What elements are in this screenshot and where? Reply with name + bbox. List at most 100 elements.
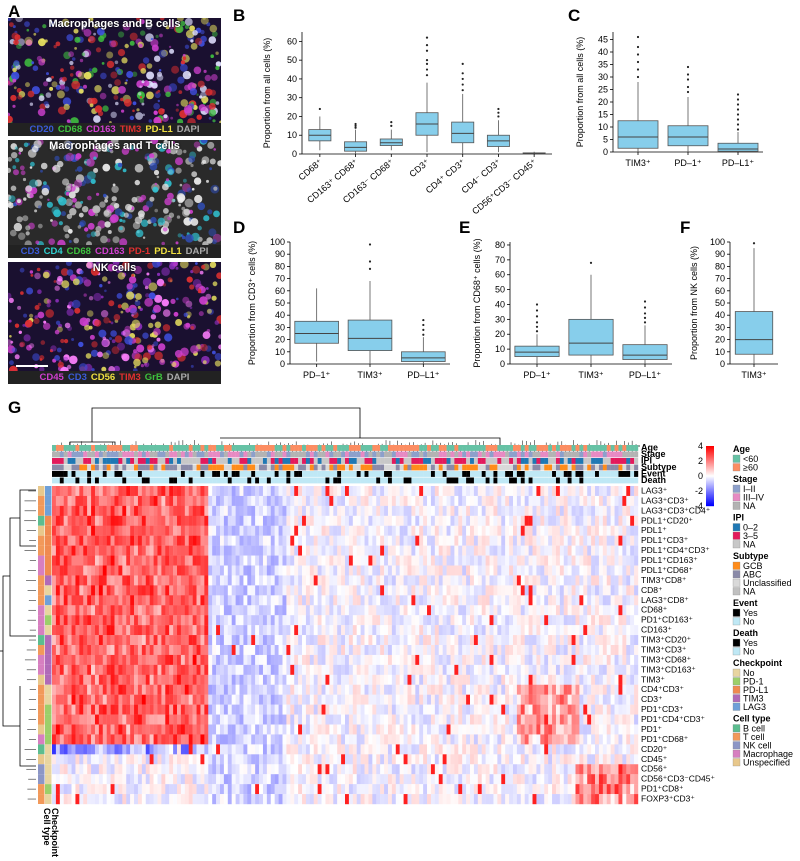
- heatmap-cell: [75, 535, 80, 546]
- heatmap-cell: [75, 495, 80, 507]
- heatmap-cell: [247, 605, 252, 616]
- heatmap-cell: [91, 575, 96, 586]
- heatmap-cell: [247, 565, 252, 576]
- heatmap-cell: [407, 535, 412, 546]
- heatmap-cell: [403, 645, 408, 656]
- box-outlier: [636, 68, 640, 71]
- annotation-cell: [278, 451, 283, 458]
- heatmap-cell: [540, 555, 545, 566]
- heatmap-cell: [122, 515, 127, 526]
- heatmap-cell: [91, 545, 96, 556]
- heatmap-cell: [184, 605, 189, 616]
- y-axis-label: Proportion from all cells (%): [262, 38, 272, 149]
- annotation-cell: [106, 451, 111, 458]
- heatmap-cell: [450, 625, 455, 636]
- annotation-cell: [512, 464, 518, 471]
- heatmap-cell: [216, 635, 221, 646]
- heatmap-cell: [286, 595, 291, 606]
- annotation-cell: [583, 477, 588, 484]
- heatmap-cell: [614, 575, 619, 586]
- heatmap-cell: [231, 505, 236, 517]
- annotation-cell: [622, 471, 627, 477]
- heatmap-cell: [419, 515, 424, 526]
- heatmap-cell: [141, 525, 146, 536]
- heatmap-cell: [493, 575, 498, 586]
- heatmap-cell: [122, 545, 127, 556]
- box-outlier: [425, 36, 429, 39]
- annotation-cell: [98, 464, 103, 471]
- heatmap-cell: [442, 605, 447, 616]
- micrograph-cell: [173, 311, 179, 317]
- heatmap-cell: [173, 515, 178, 526]
- heatmap-cell: [598, 515, 604, 526]
- micrograph-cell: [29, 270, 34, 274]
- heatmap-cell: [610, 605, 615, 616]
- annotation-cell: [485, 445, 490, 451]
- annotation-cell: [177, 458, 182, 464]
- heatmap-cell: [532, 555, 537, 566]
- heatmap-cell: [595, 555, 600, 566]
- micrograph-cell: [68, 240, 72, 243]
- box-outlier: [425, 44, 429, 47]
- heatmap-cell: [177, 565, 182, 576]
- heatmap-cell: [555, 495, 561, 507]
- heatmap-cell: [548, 625, 553, 636]
- heatmap-cell: [583, 555, 588, 566]
- heatmap-cell: [559, 565, 564, 576]
- micrograph-macrophages-t-cells: Macrophages and T cells CD3 CD4 CD68 CD163 P…: [8, 140, 221, 258]
- annotation-cell: [380, 477, 385, 484]
- annotation-cell: [407, 451, 412, 458]
- heatmap-cell: [614, 486, 619, 497]
- annotation-cell: [173, 445, 178, 451]
- heatmap-cell: [559, 635, 564, 646]
- heatmap-cell: [75, 505, 80, 517]
- heatmap-cell: [524, 585, 529, 596]
- box-iqr: [667, 125, 709, 147]
- heatmap-cell: [598, 525, 604, 536]
- annotation-cell: [313, 471, 318, 477]
- micrograph-cell: [55, 320, 61, 325]
- heatmap-cell: [337, 515, 342, 526]
- heatmap-cell: [200, 565, 205, 576]
- heatmap-cell: [591, 565, 596, 576]
- heatmap-cell: [618, 615, 623, 626]
- heatmap-cell: [532, 575, 537, 586]
- heatmap-cell: [126, 535, 131, 546]
- annotation-cell: [278, 458, 283, 464]
- micrograph-cell: [185, 322, 191, 328]
- annotation-cell: [227, 471, 232, 477]
- heatmap-cell: [501, 585, 506, 596]
- micrograph-cell: [69, 208, 77, 216]
- micrograph-cell: [34, 209, 38, 213]
- heatmap-cell: [298, 645, 303, 656]
- annotation-cell: [67, 464, 72, 471]
- heatmap-cell: [602, 555, 607, 566]
- heatmap-cell: [395, 654, 400, 666]
- heatmap-cell: [149, 535, 154, 546]
- annotation-cell: [446, 445, 451, 451]
- annotation-cell: [165, 458, 170, 464]
- heatmap-cell: [290, 486, 295, 497]
- heatmap-cell: [157, 525, 162, 536]
- heatmap-cell: [282, 595, 287, 606]
- heatmap-cell: [544, 595, 549, 606]
- heatmap-cell: [520, 605, 525, 616]
- micrograph-cell: [114, 208, 123, 216]
- heatmap-cell: [614, 535, 619, 546]
- heatmap-cell: [450, 545, 455, 556]
- annotation-cell: [298, 464, 303, 471]
- heatmap-cell: [434, 615, 439, 626]
- heatmap-cell: [473, 555, 479, 566]
- heatmap-cell: [430, 635, 436, 646]
- heatmap-cell: [356, 635, 361, 646]
- micrograph-cell: [25, 185, 33, 192]
- heatmap-cell: [196, 525, 201, 536]
- annotation-cell: [587, 471, 592, 477]
- heatmap-cell: [231, 595, 236, 606]
- micrograph-cell: [162, 283, 167, 287]
- heatmap-cell: [622, 645, 627, 656]
- micrograph-cell: [162, 227, 168, 232]
- x-tick-label: PD–L1⁺: [722, 158, 755, 168]
- annotation-cell: [399, 464, 404, 471]
- heatmap-cell: [345, 645, 350, 656]
